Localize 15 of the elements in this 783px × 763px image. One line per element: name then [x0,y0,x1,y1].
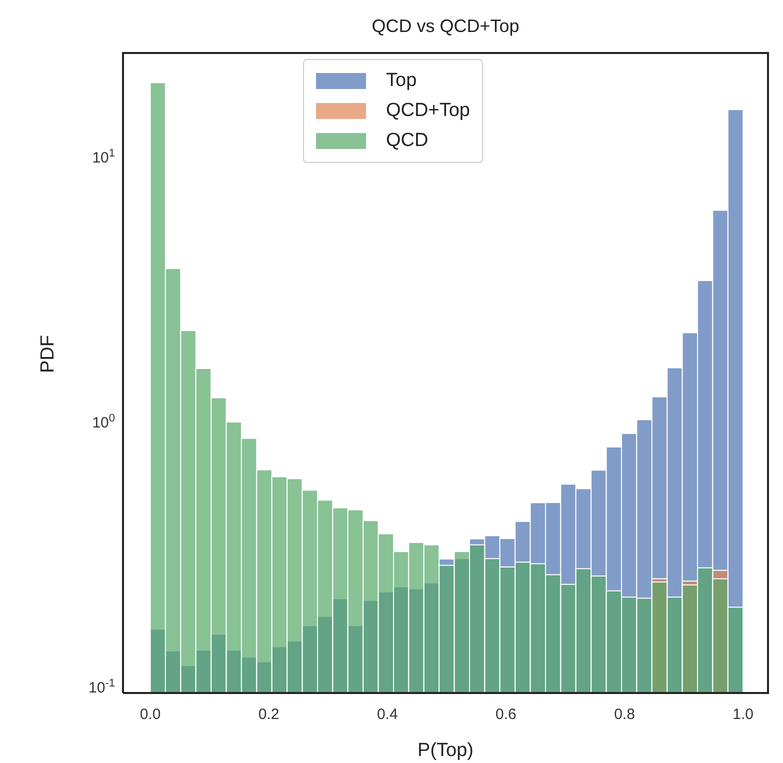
x-tick-label: 0.6 [496,706,516,723]
x-tick-label: 1.0 [732,706,754,723]
y-axis-title: PDF [38,335,59,373]
x-tick-label: 0.0 [140,706,161,723]
y-tick-label: 10$^{-1}$ [88,678,115,697]
y-tick-label: 10$^{0}$ [92,412,115,432]
chart-title: QCD vs QCD+Top [370,16,520,37]
x-tick-label: 0.4 [376,706,398,723]
x-tick-label: 0.8 [614,706,635,723]
x-tick-label: 0.2 [258,706,280,723]
legend-label: QCD+Top [386,100,470,122]
x-axis-title: P(Top) [418,740,474,761]
legend-label: QCD [386,130,428,152]
y-tick-label: 10$^{1}$ [92,148,115,167]
legend-label: Top [386,70,417,92]
